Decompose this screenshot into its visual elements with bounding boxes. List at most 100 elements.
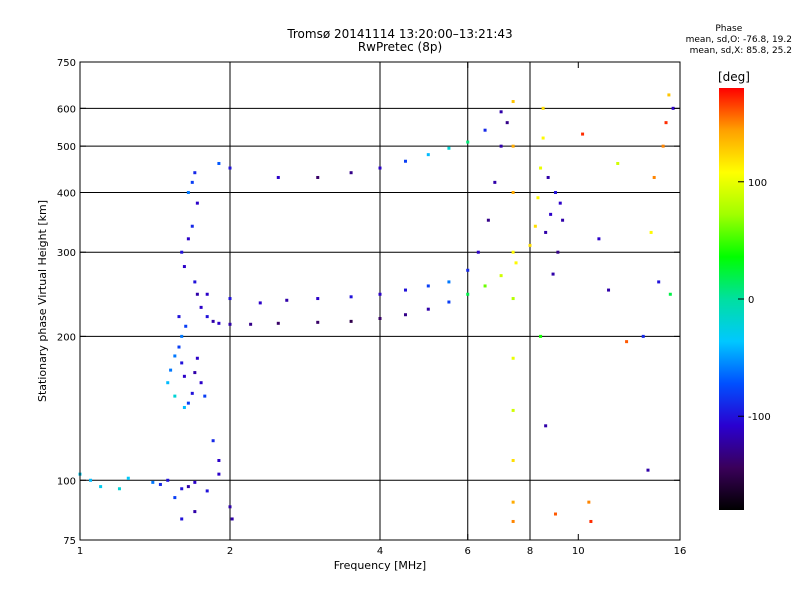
data-point xyxy=(483,128,487,132)
data-point xyxy=(99,485,103,489)
data-point xyxy=(180,517,184,521)
data-point xyxy=(587,500,591,504)
data-point xyxy=(190,391,194,395)
data-point xyxy=(89,478,93,482)
data-point xyxy=(195,201,199,205)
data-point xyxy=(166,381,170,385)
data-point xyxy=(499,110,503,114)
data-point xyxy=(511,519,515,523)
y-tick-label: 750 xyxy=(57,58,76,69)
data-point xyxy=(228,505,232,509)
data-point xyxy=(466,140,470,144)
x-tick-label: 16 xyxy=(674,546,687,557)
y-tick-label: 500 xyxy=(57,142,76,153)
data-point xyxy=(505,121,509,125)
x-tick-label: 2 xyxy=(227,546,233,557)
data-point xyxy=(668,292,672,296)
data-point xyxy=(230,517,234,521)
data-point xyxy=(546,175,550,179)
data-point xyxy=(184,324,188,328)
data-point xyxy=(403,159,407,163)
data-point xyxy=(511,458,515,462)
data-point xyxy=(558,201,562,205)
colorbar-ticks: 100 0 -100 xyxy=(738,178,771,423)
data-point xyxy=(180,250,184,254)
data-point xyxy=(607,288,611,292)
data-point xyxy=(199,381,203,385)
data-point xyxy=(217,321,221,325)
data-point xyxy=(536,196,540,200)
phase-stats-title: Phase xyxy=(715,24,743,34)
data-point xyxy=(205,315,209,319)
colorbar-tick-label: 0 xyxy=(748,295,754,306)
data-point xyxy=(378,166,382,170)
data-point xyxy=(177,345,181,349)
data-points xyxy=(78,93,675,523)
chart-title: Tromsø 20141114 13:20:00–13:21:43 xyxy=(287,27,513,41)
data-point xyxy=(549,212,553,216)
y-tick-label: 300 xyxy=(57,248,76,259)
data-point xyxy=(657,280,661,284)
data-point xyxy=(514,261,518,265)
data-point xyxy=(625,340,629,344)
data-point xyxy=(551,272,555,276)
data-point xyxy=(426,153,430,157)
data-point xyxy=(511,297,515,301)
data-point xyxy=(199,305,203,309)
data-point xyxy=(541,136,545,140)
data-point xyxy=(228,322,232,326)
data-point xyxy=(483,284,487,288)
data-point xyxy=(126,476,130,480)
data-point xyxy=(539,334,543,338)
data-point xyxy=(671,106,675,110)
data-point xyxy=(285,298,289,302)
data-point xyxy=(182,405,186,409)
x-tick-label: 1 xyxy=(77,546,83,557)
data-point xyxy=(511,500,515,504)
data-point xyxy=(195,356,199,360)
data-point xyxy=(316,297,320,301)
data-point xyxy=(589,519,593,523)
colorbar-tick-label: -100 xyxy=(748,412,771,423)
data-point xyxy=(193,280,197,284)
x-axis-label: Frequency [MHz] xyxy=(334,559,426,572)
data-point xyxy=(182,265,186,269)
y-tick-label: 400 xyxy=(57,188,76,199)
phase-stats: Phase mean, sd,O: -76.8, 19.2 mean, sd,X… xyxy=(686,24,792,57)
data-point xyxy=(499,274,503,278)
colorbar-tick-label: 100 xyxy=(748,178,767,189)
data-point xyxy=(316,320,320,324)
data-point xyxy=(544,424,548,428)
chart-subtitle: RwPretec (8p) xyxy=(357,40,443,54)
data-point xyxy=(664,121,668,125)
data-point xyxy=(211,319,215,323)
data-point xyxy=(652,175,656,179)
data-point xyxy=(180,334,184,338)
x-tick-label: 4 xyxy=(377,546,383,557)
grid-lines xyxy=(80,62,680,540)
data-point xyxy=(211,439,215,443)
y-tick-label: 200 xyxy=(57,332,76,343)
data-point xyxy=(646,468,650,472)
data-point xyxy=(180,361,184,365)
data-point xyxy=(205,489,209,493)
data-point xyxy=(511,190,515,194)
data-point xyxy=(117,487,121,491)
data-point xyxy=(193,510,197,514)
data-point xyxy=(182,374,186,378)
data-point xyxy=(493,180,497,184)
data-point xyxy=(228,297,232,301)
data-point xyxy=(316,175,320,179)
data-point xyxy=(173,496,177,500)
data-point xyxy=(466,292,470,296)
data-point xyxy=(349,295,353,299)
y-tick-label: 100 xyxy=(57,476,76,487)
data-point xyxy=(403,288,407,292)
data-point xyxy=(511,250,515,254)
data-point xyxy=(193,480,197,484)
data-point xyxy=(205,292,209,296)
data-point xyxy=(403,313,407,317)
data-point xyxy=(511,356,515,360)
data-point xyxy=(349,319,353,323)
